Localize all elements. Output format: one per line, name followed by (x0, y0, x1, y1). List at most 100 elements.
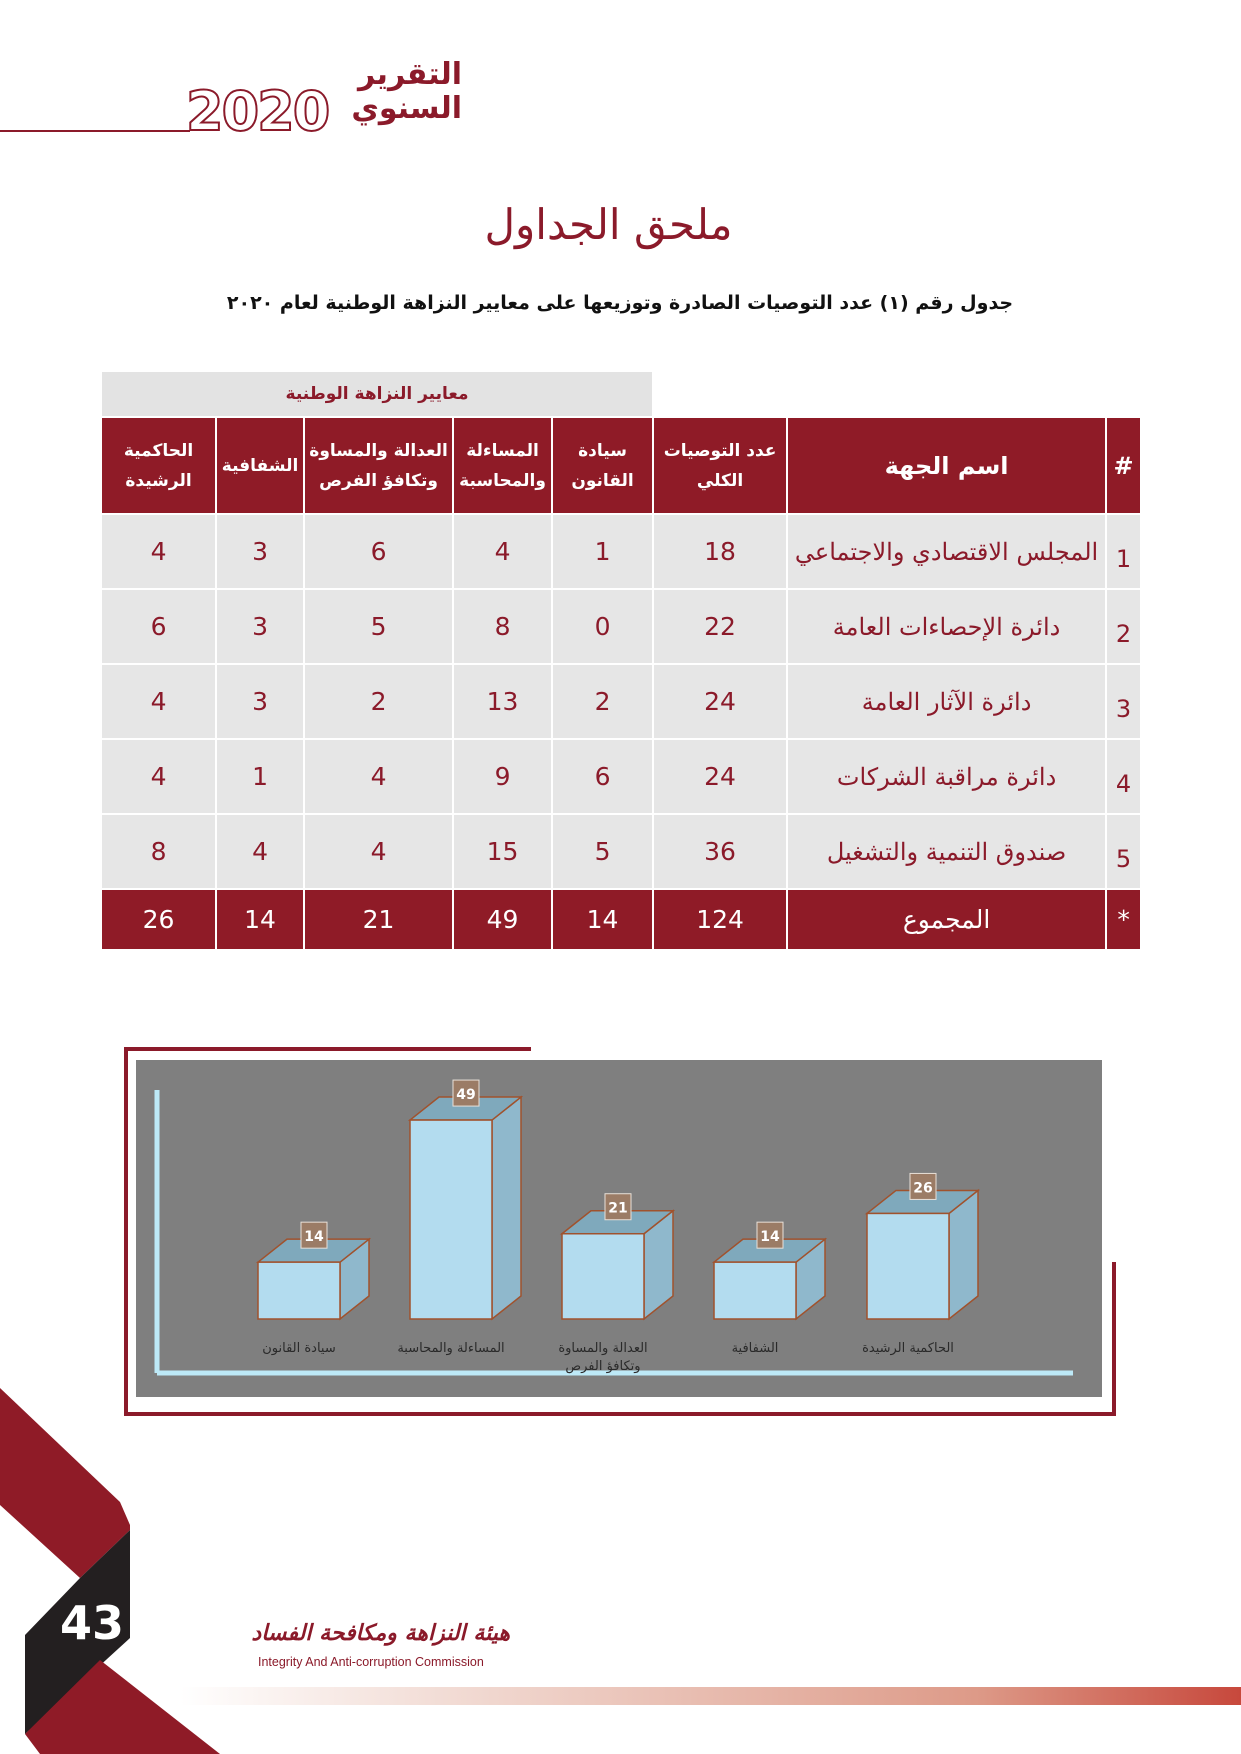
cell-value: 24 (652, 663, 789, 740)
total-value: 26 (99, 888, 218, 951)
cell-value: 4 (99, 663, 218, 740)
blank-cell (653, 371, 1142, 417)
row-index: 1 (1105, 513, 1143, 590)
page-number: 43 (60, 1596, 125, 1650)
total-value: 14 (215, 888, 306, 951)
cell-value: 22 (652, 588, 789, 665)
data-label: 14 (760, 1229, 780, 1245)
table-row: 2 دائرة الإحصاءات العامة 22 0 8 5 3 6 (99, 588, 1143, 665)
column-header: المساءلة والمحاسبة (452, 416, 554, 515)
category-label: وتكافؤ الفرص (565, 1359, 640, 1374)
entity-name: صندوق التنمية والتشغيل (786, 813, 1108, 890)
logo-text: التقرير السنوي (351, 57, 462, 126)
cell-value: 3 (215, 513, 306, 590)
org-name-english: Integrity And Anti-corruption Commission (258, 1655, 484, 1669)
entity-name: دائرة مراقبة الشركات (786, 738, 1108, 815)
table-caption: جدول رقم (١) عدد التوصيات الصادرة وتوزيع… (226, 292, 1014, 314)
logo-year: 2020 (185, 79, 331, 144)
bar (561, 1232, 645, 1320)
bar (409, 1119, 493, 1320)
data-label: 49 (456, 1087, 475, 1103)
table-row: 3 دائرة الآثار العامة 24 2 13 2 3 4 (99, 663, 1143, 740)
data-label-box (452, 1079, 480, 1107)
cell-value: 9 (452, 738, 554, 815)
total-value: 21 (303, 888, 455, 951)
total-row: * المجموع 124 14 49 21 14 26 (99, 888, 1143, 951)
cell-value: 15 (452, 813, 554, 890)
cell-value: 6 (303, 513, 455, 590)
bar (713, 1261, 797, 1320)
cell-value: 8 (452, 588, 554, 665)
data-label: 14 (304, 1229, 324, 1245)
bar-chart: 14 سيادة القانون 49 المساءلة والمحاسبة 21 الع… (154, 1079, 1073, 1376)
category-label: سيادة القانون (262, 1341, 336, 1356)
total-value: * (1105, 888, 1143, 951)
red-band-top (0, 1388, 130, 1578)
cell-value: 4 (99, 513, 218, 590)
bar (257, 1261, 341, 1320)
column-header: العدالة والمساوة وتكافؤ الفرص (303, 416, 455, 515)
cell-value: 4 (303, 738, 455, 815)
entity-name: دائرة الإحصاءات العامة (786, 588, 1108, 665)
red-band-bottom (25, 1660, 220, 1754)
entity-name: المجلس الاقتصادي والاجتماعي (786, 513, 1108, 590)
cell-value: 1 (215, 738, 306, 815)
chart-frame-right (1112, 1262, 1116, 1416)
entity-name: دائرة الآثار العامة (786, 663, 1108, 740)
cell-value: 18 (652, 513, 789, 590)
category-label: المساءلة والمحاسبة (397, 1341, 504, 1356)
total-value: 49 (452, 888, 554, 951)
table-row: 5 صندوق التنمية والتشغيل 36 5 15 4 4 8 (99, 813, 1143, 890)
bar-side (491, 1095, 522, 1321)
cell-value: 3 (215, 588, 306, 665)
cell-value: 6 (551, 738, 655, 815)
data-label-box (300, 1221, 328, 1249)
table-row: 4 دائرة مراقبة الشركات 24 6 9 4 1 4 (99, 738, 1143, 815)
cell-value: 0 (551, 588, 655, 665)
cell-value: 2 (551, 663, 655, 740)
chart-frame-top (124, 1047, 531, 1051)
cell-value: 1 (551, 513, 655, 590)
page-title: ملحق الجداول (0, 200, 1241, 249)
org-name-arabic: هيئة النزاهة ومكافحة الفساد (251, 1620, 510, 1646)
total-value: 14 (551, 888, 655, 951)
cell-value: 6 (99, 588, 218, 665)
total-value: 124 (652, 888, 789, 951)
footer-gradient-bar (180, 1687, 1241, 1705)
data-label-box (909, 1172, 937, 1200)
group-header: معايير النزاهة الوطنية (99, 370, 655, 418)
row-index: 3 (1105, 663, 1143, 740)
page-title-text: ملحق الجداول (484, 200, 733, 249)
cell-value: 5 (551, 813, 655, 890)
category-label: الشفافية (732, 1341, 779, 1356)
column-header: # (1105, 416, 1143, 515)
cell-value: 4 (303, 813, 455, 890)
category-label: الحاكمية الرشيدة (862, 1341, 954, 1356)
bar (866, 1212, 950, 1320)
cell-value: 4 (215, 813, 306, 890)
cell-value: 3 (215, 663, 306, 740)
cell-value: 24 (652, 738, 789, 815)
page-corner-decoration (0, 1388, 220, 1754)
cell-value: 4 (452, 513, 554, 590)
chart-frame-left (124, 1047, 128, 1416)
header-row: # اسم الجهة عدد التوصيات الكلي سيادة القانو… (99, 416, 1143, 515)
column-header: اسم الجهة (786, 416, 1108, 515)
column-header: الحاكمية الرشيدة (99, 416, 218, 515)
category-label: العدالة والمساوة (558, 1341, 647, 1356)
cell-value: 36 (652, 813, 789, 890)
data-label: 26 (913, 1180, 932, 1196)
cell-value: 13 (452, 663, 554, 740)
recommendations-table: معايير النزاهة الوطنية # اسم الجهة عدد الت… (99, 370, 1143, 951)
column-header: سيادة القانون (551, 416, 655, 515)
data-label-box (604, 1193, 632, 1221)
data-label: 21 (608, 1201, 627, 1217)
cell-value: 4 (99, 738, 218, 815)
cell-value: 2 (303, 663, 455, 740)
chart-frame-bottom (124, 1412, 1116, 1416)
total-label: المجموع (786, 888, 1108, 951)
logo-underline (0, 130, 190, 132)
column-header: الشفافية (215, 416, 306, 515)
data-label-box (756, 1221, 784, 1249)
